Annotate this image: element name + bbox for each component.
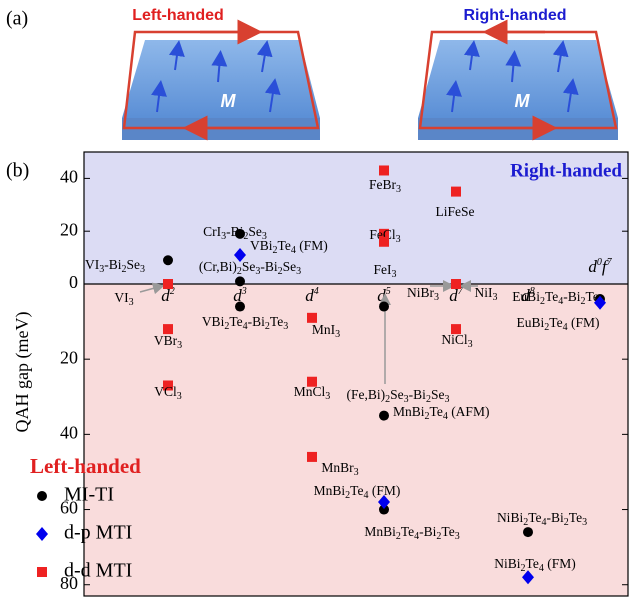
data-point bbox=[307, 452, 317, 462]
slab-label: M bbox=[221, 91, 237, 111]
y-tick-label: 0 bbox=[69, 272, 78, 292]
y-axis-label: QAH gap (meV) bbox=[12, 312, 33, 433]
y-tick-label: 20 bbox=[60, 219, 78, 239]
point-label: LiFeSe bbox=[436, 204, 475, 219]
legend-label: MI-TI bbox=[64, 484, 114, 506]
slab-left: M bbox=[122, 32, 320, 140]
legend-marker bbox=[37, 567, 47, 577]
legend-marker bbox=[37, 491, 47, 501]
region-title: Right-handed bbox=[510, 160, 622, 181]
slab-right: M bbox=[418, 32, 618, 140]
data-point bbox=[451, 279, 461, 289]
legend-marker bbox=[36, 527, 48, 541]
data-point bbox=[379, 411, 389, 421]
slab-label: M bbox=[515, 91, 531, 111]
data-point bbox=[379, 302, 389, 312]
data-point bbox=[163, 255, 173, 265]
data-point bbox=[379, 165, 389, 175]
legend-label: d-p MTI bbox=[64, 522, 132, 544]
data-point bbox=[235, 302, 245, 312]
y-tick-label: 20 bbox=[60, 347, 78, 367]
region-title: Left-handed bbox=[30, 454, 141, 478]
data-point bbox=[523, 527, 533, 537]
y-tick-label: 40 bbox=[60, 167, 78, 187]
data-point bbox=[379, 237, 389, 247]
y-tick-label: 40 bbox=[60, 422, 78, 442]
right-title: Right-handed bbox=[463, 7, 566, 24]
left-title: Left-handed bbox=[132, 7, 224, 24]
data-point bbox=[235, 276, 245, 286]
legend-label: d-d MTI bbox=[64, 560, 132, 582]
data-point bbox=[163, 279, 173, 289]
panel-label: (a) bbox=[6, 8, 28, 30]
panel-a: (a) Left-handed Right-handed M bbox=[6, 7, 618, 140]
panel-label: (b) bbox=[6, 160, 29, 182]
figure: (a) Left-handed Right-handed M bbox=[0, 0, 636, 600]
data-point bbox=[451, 187, 461, 197]
